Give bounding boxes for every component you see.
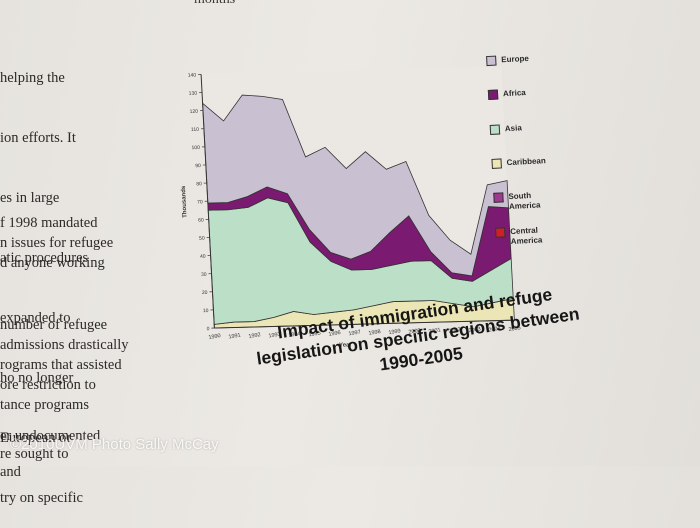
y-axis-label: Thousands [181,185,189,218]
y-tick-label: 30 [201,272,207,278]
y-tick-label: 10 [203,308,209,314]
top-fragment-text: months [194,0,235,8]
text-line: tance programs [0,395,128,415]
y-tick-label: 0 [206,326,209,332]
legend-swatch [488,90,499,101]
legend-swatch [495,227,506,238]
text-line: ion efforts. It [0,128,140,148]
text-line: es in large [0,188,140,208]
left-paragraph-3: number of refugee admissions drastically… [0,315,128,415]
legend-swatch [491,158,502,169]
legend-label: Central America [510,225,555,247]
legend-label: South America [508,190,553,212]
text-line: f 1998 mandated [0,213,113,233]
y-tick-label: 90 [195,163,201,169]
legend-label: Asia [505,123,522,134]
y-tick-label: 70 [197,199,203,205]
text-line: try on specific [0,488,140,508]
y-tick-label: 60 [198,217,204,223]
legend-swatch [490,124,501,135]
legend-swatch [493,192,504,203]
legend-label: Europe [501,54,529,65]
text-line: admissions drastically [0,335,128,355]
text-line: number of refugee [0,315,128,335]
text-line: d anyone working [0,253,113,273]
legend-swatch [486,56,497,67]
left-paragraph-2: f 1998 mandated n issues for refugee d a… [0,213,113,273]
x-tick-label: 1990 [208,333,221,341]
text-line: ore restriction to [0,375,128,395]
y-tick-label: 140 [188,72,197,78]
y-tick-label: 40 [200,254,206,260]
y-tick-label: 50 [199,236,205,242]
legend-item-south-america: South America [493,190,553,213]
y-tick-label: 130 [189,91,198,97]
text-line: rograms that assisted [0,355,128,375]
y-tick-label: 80 [196,181,202,187]
legend-item-africa: Africa [488,88,526,100]
legend-label: Caribbean [506,156,546,168]
text-line: n issues for refugee [0,233,113,253]
text-line: helping the [0,68,140,88]
photo-credit-watermark: ©2010UVM Photo Sally McCay [10,436,219,453]
legend-item-asia: Asia [490,123,522,135]
y-tick-label: 120 [190,109,199,115]
y-tick-label: 110 [191,127,200,133]
legend-item-central-america: Central America [495,225,555,248]
y-tick-label: 20 [202,290,208,296]
y-tick-label: 100 [191,145,200,151]
legend-label: Africa [503,88,526,99]
